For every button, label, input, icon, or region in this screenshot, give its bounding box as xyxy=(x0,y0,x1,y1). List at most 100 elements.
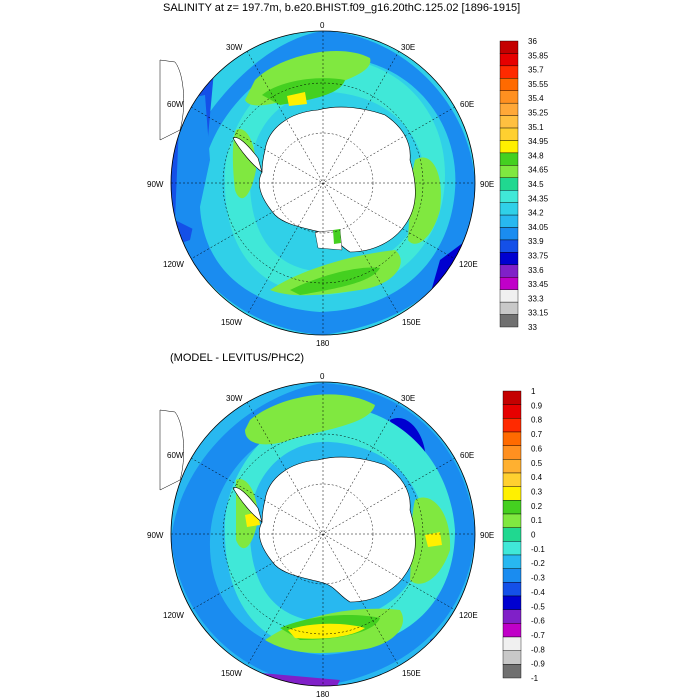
lon-label: 150E xyxy=(402,669,421,678)
colorbar-tick-label: 34.5 xyxy=(528,180,544,189)
colorbar-tick-label: 33.9 xyxy=(528,237,544,246)
colorbar-tick-label: 33.3 xyxy=(528,294,544,303)
colorbar-swatch xyxy=(502,404,522,419)
colorbar-swatch xyxy=(502,554,522,569)
green-belt-pacific xyxy=(270,250,401,296)
green-patch-atlantic xyxy=(262,78,345,105)
colorbar-tick-label: 34.65 xyxy=(528,166,549,175)
green-belt-indian xyxy=(408,157,441,244)
colorbar-swatch xyxy=(499,90,519,104)
lon-label: 0 xyxy=(320,21,325,30)
colorbar-tick-label: 35.55 xyxy=(528,80,549,89)
lon-label: 90E xyxy=(480,180,494,189)
antarctic-peninsula xyxy=(232,137,263,173)
green-belt-atlantic xyxy=(245,394,375,445)
map-border-2 xyxy=(170,381,476,687)
yellow-patch-180 xyxy=(288,623,365,639)
colorbar-tick-label: 35.25 xyxy=(528,109,549,118)
colorbar-tick-label: -0.4 xyxy=(531,588,545,597)
colorbar-swatch xyxy=(502,541,522,556)
colorbar-swatch xyxy=(499,252,519,266)
colorbar-tick-label: 33.6 xyxy=(528,266,544,275)
colorbar-difference: 1 0.9 0.8 0.7 0.6 0.5 0.4 0.3 0.2 0.1 0 -0.1 -0.2 -0.… xyxy=(502,387,545,683)
lon-label: 150W xyxy=(221,318,242,327)
colorbar-swatch xyxy=(499,277,519,290)
map-border-1 xyxy=(170,30,476,336)
colorbar-tick-label: 34.95 xyxy=(528,137,549,146)
colorbar-swatch xyxy=(502,445,522,460)
colorbar-swatch xyxy=(502,582,522,597)
colorbar-tick-label: 35.4 xyxy=(528,94,544,103)
lon-label: 90W xyxy=(147,531,164,540)
colorbar-tick-label: 33.45 xyxy=(528,280,549,289)
colorbar-swatch xyxy=(502,595,522,610)
colorbar-swatch xyxy=(502,609,522,624)
colorbar-tick-label: -0.2 xyxy=(531,559,545,568)
yellow-patch-90e xyxy=(425,532,442,547)
colorbar-tick-label: 0.7 xyxy=(531,430,543,439)
rim-patch-w-inner xyxy=(175,95,210,230)
antarctic-peninsula xyxy=(232,487,263,523)
colorbar-tick-label: 0.9 xyxy=(531,401,543,410)
colorbar-swatch xyxy=(499,65,519,79)
colorbar-tick-label: 33 xyxy=(528,323,537,332)
colorbar-swatch xyxy=(502,431,522,446)
colorbar-tick-label: -0.3 xyxy=(531,574,545,583)
lon-label: 60E xyxy=(460,451,474,460)
colorbar-swatch xyxy=(502,636,522,651)
south-america-land xyxy=(159,59,184,141)
colorbar-tick-label: 0.4 xyxy=(531,473,543,482)
colorbar-tick-label: 34.2 xyxy=(528,209,544,218)
colorbar-swatch xyxy=(499,140,519,154)
colorbar-swatch xyxy=(499,177,519,191)
colorbar-tick-label: 35.1 xyxy=(528,123,544,132)
colorbar-swatch xyxy=(499,115,519,129)
colorbar-swatch xyxy=(502,390,522,405)
colorbar-swatch xyxy=(499,127,519,141)
colorbar-swatch xyxy=(499,53,519,67)
colorbar-tick-label: 0.6 xyxy=(531,444,543,453)
colorbar-salinity: 36 35.85 35.7 35.55 35.4 35.25 35.1 34.95 34.8 34… xyxy=(499,37,549,332)
colorbar-tick-label: -0.6 xyxy=(531,617,545,626)
antarctica-land xyxy=(258,456,416,603)
colorbar-tick-label: 33.75 xyxy=(528,252,549,261)
circumpolar-band-light xyxy=(224,405,455,650)
colorbar-swatch xyxy=(502,568,522,583)
lon-label: 30W xyxy=(226,43,243,52)
lon-label: 60W xyxy=(167,100,184,109)
colorbar-tick-label: 0.8 xyxy=(531,416,543,425)
colorbar-swatch xyxy=(499,314,519,328)
lon-label: 150W xyxy=(221,669,242,678)
graticule-2 xyxy=(171,382,475,686)
colorbar-swatch xyxy=(499,190,519,203)
colorbar-tick-label: -0.7 xyxy=(531,631,545,640)
colorbar-swatch xyxy=(502,459,522,474)
lon-label: 30E xyxy=(401,394,415,403)
colorbar-swatch xyxy=(499,264,519,278)
lon-label: 30W xyxy=(226,394,243,403)
lon-labels-2: 0 30E 60E 90E 120E 150E 180 150W 120W 90… xyxy=(147,372,494,699)
colorbar-swatch xyxy=(499,165,519,178)
lon-label: 120W xyxy=(163,260,184,269)
graticule-1 xyxy=(171,31,475,335)
lon-label: 90E xyxy=(480,531,494,540)
colorbar-swatch xyxy=(499,239,519,253)
lon-label: 180 xyxy=(316,339,330,348)
colorbar-swatch xyxy=(499,214,519,228)
colorbar-tick-label: 36 xyxy=(528,37,537,46)
green-patch-pacific xyxy=(290,267,380,295)
colorbar-swatch xyxy=(502,500,522,515)
colorbar-tick-label: 35.7 xyxy=(528,66,544,75)
colorbar-swatch xyxy=(502,418,522,433)
colorbar-swatch xyxy=(499,289,519,303)
colorbar-tick-label: 0.5 xyxy=(531,459,543,468)
colorbar-swatch xyxy=(502,527,522,542)
colorbar-tick-label: -1 xyxy=(531,674,539,683)
difference-map: 0 30E 60E 90E 120E 150E 180 150W 120W 90… xyxy=(147,372,494,699)
lon-label: 120W xyxy=(163,611,184,620)
colorbar-tick-label: 34.8 xyxy=(528,151,544,160)
lon-label: 60W xyxy=(167,451,184,460)
colorbar-tick-label: 0.1 xyxy=(531,516,543,525)
chart-title-difference: (MODEL - LEVITUS/PHC2) xyxy=(170,352,305,364)
colorbar-swatch xyxy=(499,202,519,216)
